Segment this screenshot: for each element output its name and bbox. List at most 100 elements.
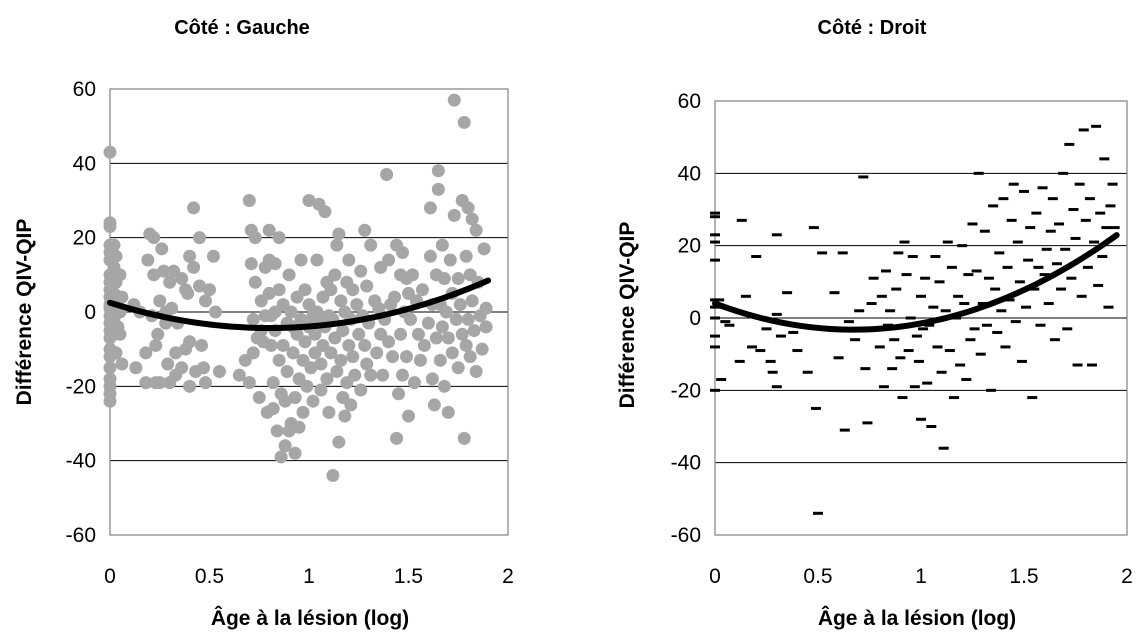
data-point-right-152 bbox=[1080, 218, 1091, 222]
data-point-left-47 bbox=[147, 268, 161, 282]
data-point-left-237 bbox=[421, 316, 435, 330]
data-point-left-53 bbox=[155, 242, 169, 256]
data-point-right-106 bbox=[986, 388, 997, 392]
data-point-right-74 bbox=[920, 276, 931, 280]
y-axis-label-right: Différence QIV-QIP bbox=[616, 222, 639, 409]
data-point-right-17 bbox=[736, 218, 747, 222]
points-right bbox=[710, 124, 1120, 515]
data-point-right-145 bbox=[1066, 276, 1077, 280]
data-point-left-142 bbox=[298, 283, 312, 297]
data-point-right-130 bbox=[1035, 323, 1046, 327]
data-point-left-145 bbox=[302, 194, 316, 207]
data-point-right-151 bbox=[1078, 128, 1089, 132]
data-point-right-66 bbox=[905, 316, 916, 320]
data-point-right-71 bbox=[916, 417, 926, 421]
data-point-right-112 bbox=[998, 197, 1009, 201]
data-point-right-16 bbox=[734, 359, 745, 363]
data-point-left-46 bbox=[147, 231, 161, 245]
data-point-right-0 bbox=[710, 211, 720, 215]
x-tick-label-left-1: 0.5 bbox=[195, 565, 224, 588]
data-point-left-268 bbox=[457, 431, 471, 445]
y-tick-label-right-3: 0 bbox=[689, 307, 701, 330]
data-point-left-223 bbox=[396, 368, 410, 382]
data-point-left-108 bbox=[264, 338, 278, 352]
data-point-right-149 bbox=[1074, 182, 1085, 186]
data-point-left-253 bbox=[439, 305, 453, 319]
data-point-left-28 bbox=[109, 249, 123, 263]
data-point-left-264 bbox=[453, 298, 467, 312]
data-point-left-186 bbox=[342, 338, 356, 352]
data-point-right-155 bbox=[1086, 363, 1097, 367]
data-point-left-91 bbox=[244, 257, 258, 271]
data-point-right-65 bbox=[903, 349, 914, 353]
chart-left: Côté : Gauche Différence QIV-QIP Âge à l… bbox=[13, 17, 514, 630]
data-point-right-110 bbox=[994, 251, 1005, 255]
data-point-right-84 bbox=[940, 309, 951, 313]
data-point-left-283 bbox=[477, 242, 491, 256]
data-point-left-193 bbox=[352, 327, 366, 341]
data-point-right-53 bbox=[878, 385, 889, 389]
data-point-left-171 bbox=[328, 268, 342, 282]
data-point-left-198 bbox=[358, 338, 372, 352]
data-point-right-21 bbox=[755, 349, 766, 353]
data-point-left-182 bbox=[338, 409, 352, 423]
data-point-right-9 bbox=[710, 345, 720, 349]
data-point-left-241 bbox=[425, 372, 439, 386]
data-point-left-37 bbox=[115, 357, 129, 371]
data-point-left-215 bbox=[386, 350, 400, 364]
data-point-left-242 bbox=[427, 398, 441, 412]
data-point-left-239 bbox=[423, 201, 437, 215]
data-point-left-97 bbox=[252, 390, 266, 404]
data-point-right-36 bbox=[817, 251, 828, 255]
data-point-right-34 bbox=[810, 406, 821, 410]
data-point-left-104 bbox=[262, 223, 276, 237]
x-tick-label-left-4: 2 bbox=[502, 565, 514, 588]
data-point-left-39 bbox=[129, 361, 143, 375]
data-point-left-115 bbox=[272, 231, 286, 245]
x-tick-label-left-3: 1.5 bbox=[394, 565, 423, 588]
data-point-right-129 bbox=[1033, 265, 1044, 269]
data-point-left-2 bbox=[103, 220, 117, 234]
data-point-right-42 bbox=[843, 320, 854, 324]
chart-title-right: Côté : Droit bbox=[818, 17, 927, 39]
data-point-left-51 bbox=[153, 294, 167, 308]
data-point-left-194 bbox=[354, 264, 368, 278]
data-point-right-121 bbox=[1016, 359, 1027, 363]
data-point-left-176 bbox=[332, 435, 346, 449]
trend-line-left bbox=[107, 277, 492, 332]
data-point-left-81 bbox=[199, 376, 213, 390]
data-point-left-119 bbox=[274, 450, 288, 464]
data-point-left-218 bbox=[390, 431, 404, 445]
data-point-left-43 bbox=[141, 253, 155, 267]
data-point-left-178 bbox=[334, 353, 348, 367]
data-point-left-70 bbox=[183, 249, 197, 263]
data-point-left-173 bbox=[330, 238, 344, 252]
data-point-left-137 bbox=[292, 420, 306, 434]
data-point-right-35 bbox=[813, 511, 823, 515]
data-point-right-131 bbox=[1037, 186, 1048, 190]
x-tick-label-right-4: 2 bbox=[1121, 565, 1133, 588]
data-point-right-44 bbox=[854, 309, 865, 313]
data-point-right-76 bbox=[924, 323, 935, 327]
y-tick-label-right-4: -20 bbox=[671, 379, 701, 402]
data-point-right-164 bbox=[1105, 204, 1116, 208]
data-point-left-190 bbox=[346, 350, 360, 364]
data-point-left-18 bbox=[103, 361, 117, 375]
data-point-right-87 bbox=[946, 265, 957, 269]
data-point-left-274 bbox=[463, 350, 477, 364]
data-point-right-57 bbox=[887, 367, 898, 371]
data-point-left-35 bbox=[113, 327, 127, 341]
data-point-right-43 bbox=[850, 338, 861, 342]
data-point-right-150 bbox=[1076, 294, 1087, 298]
data-point-left-57 bbox=[161, 357, 175, 371]
data-point-right-156 bbox=[1089, 240, 1100, 244]
data-point-left-197 bbox=[358, 223, 372, 237]
data-point-left-179 bbox=[336, 324, 350, 338]
data-point-right-99 bbox=[971, 269, 982, 273]
x-tick-label-left-2: 1 bbox=[303, 565, 315, 588]
data-point-right-48 bbox=[866, 302, 877, 306]
data-point-right-94 bbox=[961, 377, 972, 381]
data-point-right-101 bbox=[975, 352, 986, 356]
data-point-left-158 bbox=[314, 383, 328, 397]
data-point-left-89 bbox=[242, 376, 256, 390]
